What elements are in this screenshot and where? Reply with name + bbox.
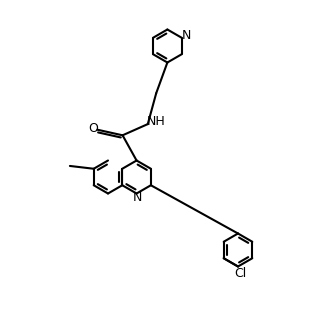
Text: N: N [133,191,142,204]
Text: NH: NH [146,115,165,127]
Text: O: O [88,122,98,135]
Text: Cl: Cl [234,267,246,280]
Text: N: N [182,29,191,42]
